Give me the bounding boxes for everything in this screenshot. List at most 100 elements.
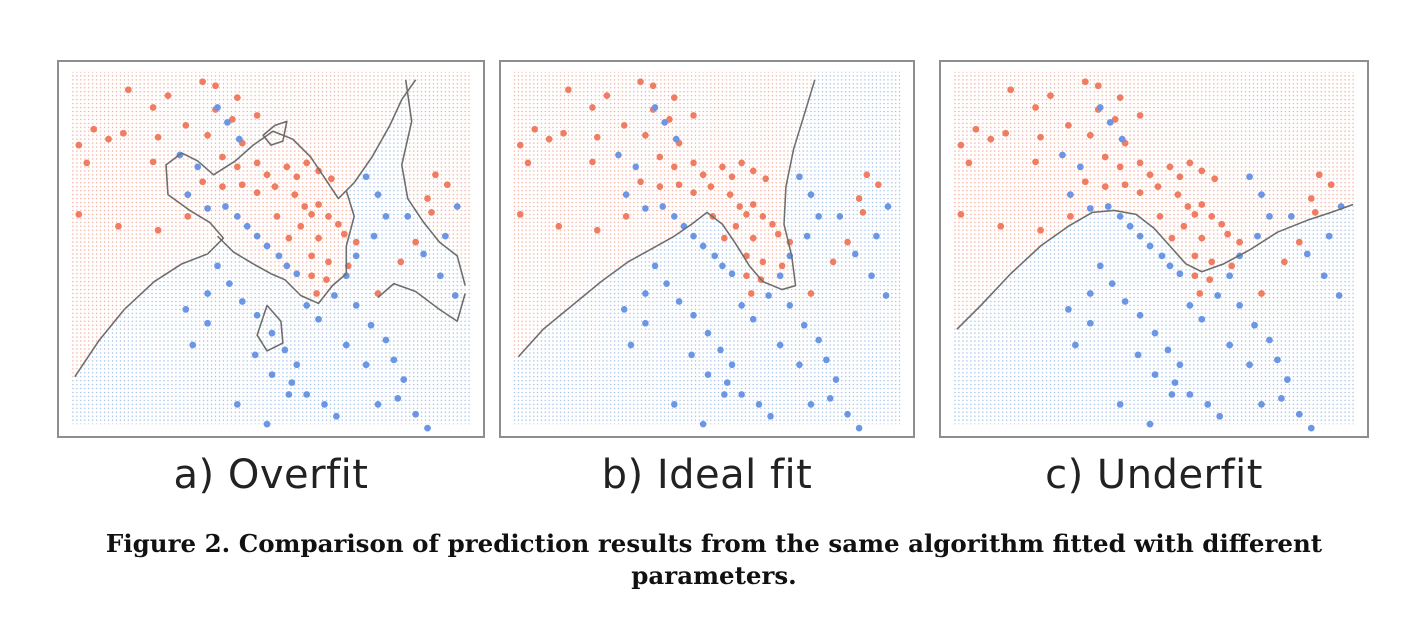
- sample-point-red: [315, 201, 322, 208]
- sample-point-blue: [711, 252, 718, 260]
- sample-point-red: [1002, 129, 1010, 137]
- sample-point-blue: [222, 203, 229, 210]
- sample-point-red: [875, 181, 882, 189]
- decision-boundary: [377, 282, 466, 323]
- sample-point-blue: [263, 420, 271, 428]
- sample-point-blue: [1065, 305, 1072, 313]
- sample-point-blue: [1186, 391, 1194, 398]
- sample-point-blue: [1258, 191, 1265, 198]
- sample-point-red: [1186, 159, 1194, 167]
- sample-point-red: [957, 211, 965, 218]
- sample-point-red: [1218, 220, 1226, 228]
- sample-point-red: [154, 133, 162, 141]
- sample-point-red: [699, 171, 707, 179]
- sample-point-blue: [1214, 292, 1222, 299]
- sample-point-red: [297, 222, 305, 230]
- sample-point-blue: [370, 232, 378, 240]
- sample-point-blue: [1116, 212, 1124, 220]
- sample-point-blue: [1246, 173, 1253, 181]
- sample-point-blue: [1067, 191, 1074, 198]
- sample-point-blue: [1335, 292, 1343, 299]
- sample-point-blue: [670, 400, 678, 408]
- sample-point-red: [649, 82, 657, 90]
- sample-point-red: [303, 159, 311, 167]
- decision-boundary: [517, 79, 816, 358]
- predicted-region-blue: [952, 204, 1356, 425]
- sample-point-blue: [283, 262, 291, 270]
- sample-point-red: [1136, 112, 1144, 119]
- sample-point-red: [105, 135, 112, 143]
- sample-point-red: [253, 159, 261, 167]
- sample-point-red: [1081, 178, 1089, 186]
- sample-point-blue: [632, 163, 640, 171]
- panel-label-underfit: c) Underfit: [1045, 452, 1263, 498]
- sample-point-red: [253, 112, 261, 119]
- sample-point-red: [589, 158, 596, 166]
- sample-point-red: [1211, 175, 1219, 183]
- sample-point-red: [313, 290, 320, 297]
- sample-point-blue: [832, 376, 840, 383]
- sample-point-blue: [723, 379, 731, 386]
- sample-point-red: [204, 131, 211, 139]
- decision-boundary: [262, 120, 288, 146]
- sample-point-red: [516, 211, 524, 218]
- sample-point-blue: [224, 118, 231, 126]
- sample-point-blue: [315, 315, 322, 323]
- sample-point-blue: [288, 379, 296, 386]
- sample-point-blue: [303, 391, 311, 398]
- sample-point-red: [325, 258, 332, 266]
- sample-point-red: [334, 220, 342, 228]
- sample-point-red: [656, 153, 664, 161]
- sample-point-red: [957, 141, 965, 149]
- sample-point-red: [1037, 226, 1044, 234]
- sample-point-blue: [1274, 356, 1281, 364]
- sample-point-red: [164, 92, 172, 100]
- sample-point-red: [666, 116, 673, 123]
- sample-point-blue: [1226, 341, 1234, 349]
- sample-point-blue: [204, 205, 211, 212]
- sample-point-red: [291, 191, 299, 198]
- sample-point-red: [293, 173, 301, 181]
- sample-point-red: [412, 238, 420, 246]
- sample-point-blue: [251, 351, 259, 359]
- sample-point-blue: [400, 376, 408, 383]
- sample-point-red: [308, 211, 315, 218]
- sample-point-red: [738, 159, 745, 167]
- sample-point-blue: [755, 400, 763, 408]
- sample-point-red: [1198, 201, 1206, 208]
- sample-point-blue: [293, 270, 301, 278]
- sample-point-blue: [704, 329, 712, 337]
- sample-point-blue: [738, 391, 745, 398]
- sample-point-blue: [670, 212, 678, 220]
- sample-point-red: [965, 159, 973, 167]
- sample-point-red: [182, 121, 190, 129]
- sample-point-blue: [1226, 272, 1234, 280]
- sample-point-blue: [437, 272, 444, 280]
- sample-point-red: [1086, 131, 1094, 139]
- sample-point-red: [593, 133, 601, 141]
- sample-point-red: [774, 230, 782, 238]
- sample-point-red: [1281, 258, 1288, 266]
- sample-point-blue: [765, 292, 772, 299]
- sample-point-red: [233, 163, 241, 171]
- sample-point-blue: [642, 205, 649, 212]
- sample-point-red: [1166, 163, 1174, 171]
- sample-point-red: [238, 181, 246, 189]
- sample-point-blue: [675, 298, 683, 305]
- sample-point-red: [1156, 212, 1164, 220]
- sample-point-blue: [776, 272, 784, 280]
- sample-point-red: [531, 125, 538, 133]
- sample-point-red: [987, 135, 995, 143]
- sample-point-blue: [1295, 410, 1303, 418]
- sample-point-red: [83, 159, 91, 167]
- sample-point-red: [749, 201, 757, 208]
- sample-point-red: [273, 212, 281, 220]
- sample-point-red: [1154, 183, 1162, 191]
- sample-point-blue: [382, 212, 390, 220]
- sample-point-blue: [303, 302, 311, 309]
- sample-point-blue: [1126, 222, 1134, 230]
- sample-point-red: [315, 234, 322, 242]
- sample-point-blue: [749, 315, 757, 323]
- sample-point-red: [301, 203, 309, 210]
- sample-point-blue: [1146, 420, 1154, 428]
